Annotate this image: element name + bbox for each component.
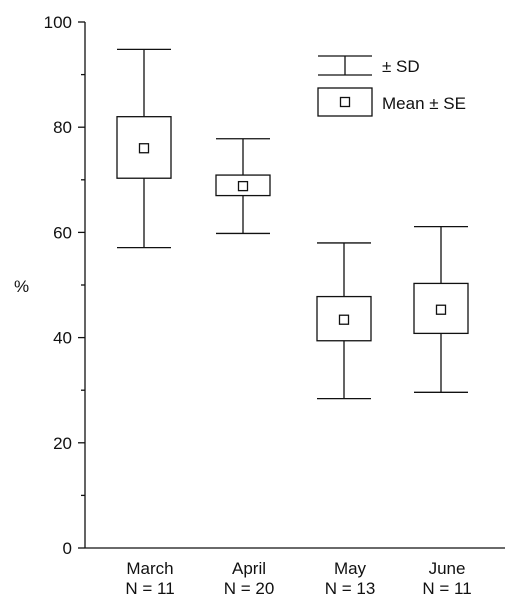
y-tick-label: 40 <box>53 329 72 348</box>
x-category-n-label: N = 13 <box>325 579 376 598</box>
box-march <box>116 48 172 249</box>
box-plot-series <box>116 48 469 400</box>
mean-marker <box>138 143 150 154</box>
x-category-n-label: N = 20 <box>224 579 275 598</box>
legend-sd-label: ± SD <box>382 57 420 76</box>
mean-marker <box>435 304 447 315</box>
x-category-n-label: N = 11 <box>422 579 471 598</box>
y-axis-label: % <box>14 277 29 296</box>
x-category-label: May <box>334 559 367 578</box>
box-june <box>413 225 469 393</box>
x-category-label: April <box>232 559 266 578</box>
x-category-label: June <box>429 559 466 578</box>
box-may <box>316 242 372 400</box>
box-april <box>215 138 271 235</box>
mean-marker <box>237 180 249 192</box>
x-category-n-label: N = 11 <box>125 579 174 598</box>
y-tick-label: 0 <box>63 539 72 558</box>
x-category-label: March <box>126 559 173 578</box>
legend-se-label: Mean ± SE <box>382 94 466 113</box>
y-tick-label: 60 <box>53 223 72 242</box>
mean-marker <box>338 314 350 325</box>
legend: ± SD Mean ± SE <box>317 55 466 117</box>
y-tick-label: 80 <box>53 118 72 137</box>
y-tick-label: 100 <box>44 13 72 32</box>
legend-mean-marker <box>339 96 351 108</box>
y-tick-label: 20 <box>53 434 72 453</box>
